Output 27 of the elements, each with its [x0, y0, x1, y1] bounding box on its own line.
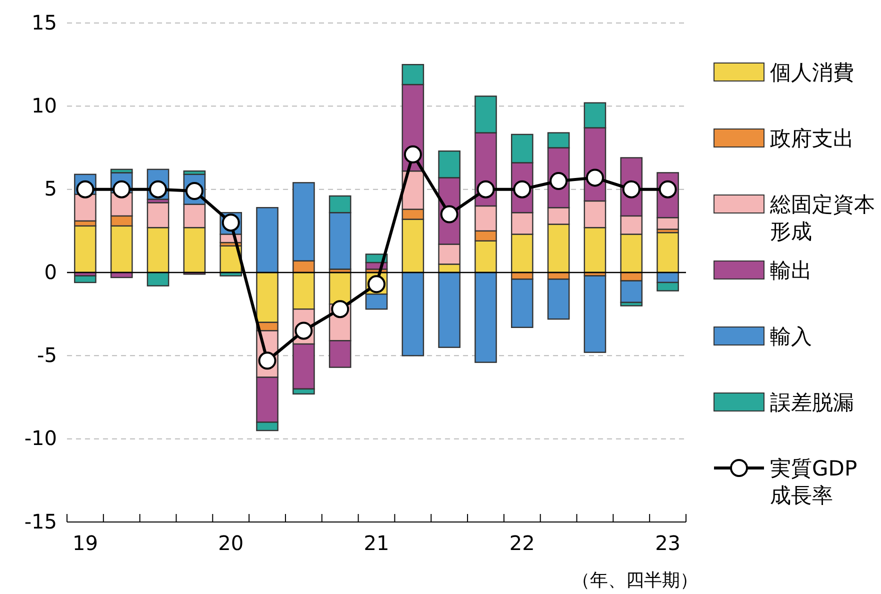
x-tick-label: 22 [509, 531, 535, 556]
point [331, 300, 350, 318]
bar [74, 225, 96, 274]
legend-label: 総固定資本形成 [769, 192, 875, 244]
x-tick-label: 20 [218, 531, 244, 556]
bar [74, 275, 96, 284]
legend-label: 個人消費 [770, 60, 854, 84]
y-tick-label: 5 [44, 176, 57, 201]
legend-label: 誤差脱漏 [770, 390, 854, 414]
legend-label: 輸出 [770, 258, 812, 282]
y-tick-label: 0 [44, 260, 57, 284]
point [476, 180, 495, 198]
x-axis-title: （年、四半期） [572, 570, 698, 591]
bar [584, 275, 606, 353]
legend-label: 実質GDP成長率 [770, 456, 858, 508]
x-tick-label: 21 [364, 531, 390, 556]
point [404, 145, 422, 164]
y-tick-label: -5 [37, 343, 57, 368]
x-tick-label: 23 [655, 531, 681, 556]
x-tick-label: 19 [72, 531, 98, 556]
point [586, 168, 604, 187]
y-tick-label: 10 [32, 94, 57, 118]
y-tick-label: 15 [32, 10, 57, 34]
legend-label: 政府支出 [770, 126, 854, 150]
y-tick-label: -10 [24, 426, 57, 450]
y-tick-label: -15 [24, 509, 57, 534]
legend-label: 輸入 [770, 324, 812, 348]
